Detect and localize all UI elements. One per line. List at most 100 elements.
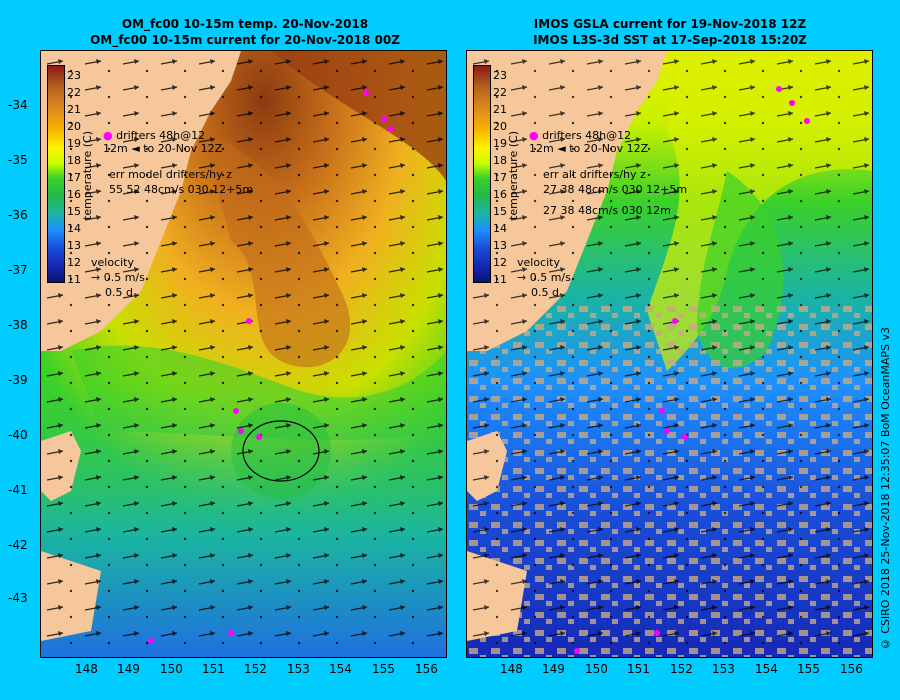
colorbar-axis-label: temperature (C) <box>507 131 520 220</box>
legend-err1: err alt drifters/hy z <box>543 168 646 181</box>
lon-label: 156 <box>415 662 438 676</box>
lon-label: 149 <box>542 662 565 676</box>
lon-label: 156 <box>840 662 863 676</box>
colorbar-tick: 16 <box>67 188 81 201</box>
legend-err3: 27 38 48cm/s 030 12m <box>543 204 671 217</box>
lon-label: 154 <box>755 662 778 676</box>
colorbar-tick: 11 <box>67 273 81 286</box>
colorbar-tick: 15 <box>493 205 507 218</box>
colorbar-tick: 15 <box>67 205 81 218</box>
lat-label: -34 <box>8 98 28 112</box>
drifter-marker-icon: ● <box>529 129 539 142</box>
lat-label: -35 <box>8 153 28 167</box>
colorbar-tick: 11 <box>493 273 507 286</box>
velocity-arrow-icon: → <box>91 271 101 284</box>
legend-depth: 12m <box>529 142 554 155</box>
colorbar-tick: 17 <box>493 171 507 184</box>
error-legend: err model drifters/hy z 55 52 48cm/s 030… <box>109 167 253 197</box>
velocity-legend: velocity → 0.5 m/s 0.5 d <box>517 255 571 300</box>
lat-label: -42 <box>8 538 28 552</box>
lat-label: -43 <box>8 591 28 605</box>
lon-label: 155 <box>797 662 820 676</box>
velocity-label: velocity <box>91 256 134 269</box>
lon-label: 148 <box>500 662 523 676</box>
legend-err2: 27 38 48cm/s 030 12+5m <box>543 183 688 196</box>
right-title-line1: IMOS GSLA current for 19-Nov-2018 12Z <box>533 17 807 31</box>
legend-drifters: drifters 48h@12 <box>542 129 632 142</box>
right-map <box>467 51 872 657</box>
right-title-line2: IMOS L3S-3d SST at 17-Sep-2018 15:20Z <box>533 33 807 47</box>
drifter-markers <box>148 90 394 644</box>
lat-label: -39 <box>8 373 28 387</box>
colorbar-tick: 19 <box>67 137 81 150</box>
colorbar-tick: 20 <box>67 120 81 133</box>
velocity-duration: 0.5 d <box>105 286 133 299</box>
velocity-scale: 0.5 m/s <box>103 271 145 284</box>
left-title-line1: OM_fc00 10-15m temp. 20-Nov-2018 <box>121 17 369 31</box>
colorbar-tick: 20 <box>493 120 507 133</box>
velocity-arrow-icon: → <box>517 271 527 284</box>
arrow-icon: ◄ <box>557 142 566 155</box>
lon-label: 150 <box>160 662 183 676</box>
colorbar-tick: 21 <box>493 103 507 116</box>
left-title-line2: OM_fc00 10-15m current for 20-Nov-2018 0… <box>90 33 400 47</box>
eddy-circulation <box>242 420 320 482</box>
legend-err2: 55 52 48cm/s 030 12+5m <box>109 183 254 196</box>
arrow-icon: ◄ <box>131 142 140 155</box>
right-title: IMOS GSLA current for 19-Nov-2018 12Z IM… <box>465 16 875 48</box>
legend-err1: err model drifters/hy z <box>109 168 232 181</box>
left-title: OM_fc00 10-15m temp. 20-Nov-2018 OM_fc00… <box>40 16 450 48</box>
colorbar-axis-label: temperature (C) <box>81 131 94 220</box>
colorbar-tick: 23 <box>493 69 507 82</box>
lat-label: -41 <box>8 483 28 497</box>
lat-label: -36 <box>8 208 28 222</box>
left-map-panel[interactable]: 23 22 21 20 19 18 17 16 15 14 13 12 11 t… <box>40 50 447 658</box>
colorbar-tick: 18 <box>67 154 81 167</box>
lon-label: 152 <box>670 662 693 676</box>
colorbar-tick: 22 <box>67 86 81 99</box>
velocity-label: velocity <box>517 256 560 269</box>
colorbar-tick: 21 <box>67 103 81 116</box>
copyright-credit: © CSIRO 2018 25-Nov-2018 12:35:07 BoM Oc… <box>879 326 892 650</box>
lat-label: -40 <box>8 428 28 442</box>
velocity-duration: 0.5 d <box>531 286 559 299</box>
colorbar-strip <box>473 65 491 283</box>
drifter-legend: ● drifters 48h@12 12m ◄ to 20-Nov 12Z <box>529 129 648 155</box>
velocity-legend: velocity → 0.5 m/s 0.5 d <box>91 255 145 300</box>
lon-label: 149 <box>117 662 140 676</box>
legend-drifters: drifters 48h@12 <box>116 129 206 142</box>
lon-label: 150 <box>585 662 608 676</box>
lon-label: 151 <box>627 662 650 676</box>
right-map-panel[interactable]: 23 22 21 20 19 18 17 16 15 14 13 12 11 t… <box>466 50 873 658</box>
colorbar-tick: 12 <box>493 256 507 269</box>
colorbar-tick: 19 <box>493 137 507 150</box>
lon-label: 153 <box>287 662 310 676</box>
colorbar-strip <box>47 65 65 283</box>
drifter-legend: ● drifters 48h@12 12m ◄ to 20-Nov 12Z <box>103 129 222 155</box>
left-map <box>41 51 446 657</box>
colorbar-tick: 18 <box>493 154 507 167</box>
lon-label: 148 <box>75 662 98 676</box>
colorbar-tick: 13 <box>493 239 507 252</box>
colorbar-tick: 12 <box>67 256 81 269</box>
lat-label: -37 <box>8 263 28 277</box>
drifter-marker-icon: ● <box>103 129 113 142</box>
drifter-markers <box>574 86 810 654</box>
colorbar-tick: 16 <box>493 188 507 201</box>
lon-label: 155 <box>372 662 395 676</box>
colorbar-tick: 14 <box>493 222 507 235</box>
lon-label: 153 <box>712 662 735 676</box>
colorbar-tick: 22 <box>493 86 507 99</box>
error-legend: err alt drifters/hy z 27 38 48cm/s 030 1… <box>543 167 687 218</box>
colorbar-tick: 13 <box>67 239 81 252</box>
lat-label: -38 <box>8 318 28 332</box>
lon-label: 151 <box>202 662 225 676</box>
velocity-scale: 0.5 m/s <box>529 271 571 284</box>
lon-label: 152 <box>244 662 267 676</box>
legend-depth: 12m <box>103 142 128 155</box>
colorbar-tick: 23 <box>67 69 81 82</box>
legend-drifters-to: to 20-Nov 12Z <box>569 142 649 155</box>
colorbar-tick: 14 <box>67 222 81 235</box>
lon-label: 154 <box>329 662 352 676</box>
colorbar-tick: 17 <box>67 171 81 184</box>
